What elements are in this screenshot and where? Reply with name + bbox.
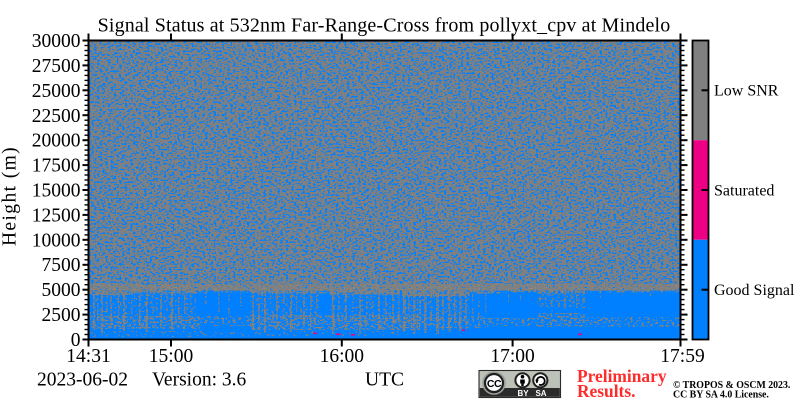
svg-text:15000: 15000	[32, 181, 81, 202]
svg-text:SA: SA	[535, 389, 546, 398]
svg-text:25000: 25000	[32, 81, 81, 102]
svg-text:27500: 27500	[32, 56, 81, 77]
svg-text:Preliminary: Preliminary	[577, 366, 667, 386]
svg-text:Saturated: Saturated	[714, 182, 774, 199]
svg-text:17:00: 17:00	[490, 346, 534, 367]
svg-text:17500: 17500	[32, 156, 81, 177]
svg-text:2023-06-02: 2023-06-02	[37, 370, 128, 391]
svg-text:Good Signal: Good Signal	[714, 282, 795, 299]
svg-text:CC: CC	[487, 378, 502, 390]
svg-text:20000: 20000	[32, 131, 81, 152]
svg-text:UTC: UTC	[365, 370, 404, 391]
svg-text:CC BY SA 4.0 License.: CC BY SA 4.0 License.	[673, 389, 769, 400]
svg-text:17:59: 17:59	[660, 346, 704, 367]
svg-text:0: 0	[71, 330, 81, 351]
svg-text:2500: 2500	[42, 305, 81, 326]
svg-text:12500: 12500	[32, 205, 81, 226]
svg-text:Version: 3.6: Version: 3.6	[152, 370, 246, 391]
svg-text:22500: 22500	[32, 106, 81, 127]
svg-text:16:00: 16:00	[320, 346, 364, 367]
svg-text:5000: 5000	[42, 280, 81, 301]
svg-text:10000: 10000	[32, 230, 81, 251]
svg-text:Low SNR: Low SNR	[714, 83, 779, 100]
svg-text:15:00: 15:00	[149, 346, 193, 367]
svg-text:Height (m): Height (m)	[0, 146, 21, 246]
svg-text:© TROPOS & OSCM 2023.: © TROPOS & OSCM 2023.	[673, 380, 791, 391]
svg-text:Results.: Results.	[577, 381, 635, 400]
svg-text:14:31: 14:31	[66, 346, 110, 367]
svg-text:BY: BY	[517, 389, 529, 398]
svg-text:Signal Status at 532nm Far-Ran: Signal Status at 532nm Far-Range-Cross f…	[98, 15, 671, 37]
svg-text:7500: 7500	[42, 255, 81, 276]
svg-text:30000: 30000	[32, 31, 81, 52]
